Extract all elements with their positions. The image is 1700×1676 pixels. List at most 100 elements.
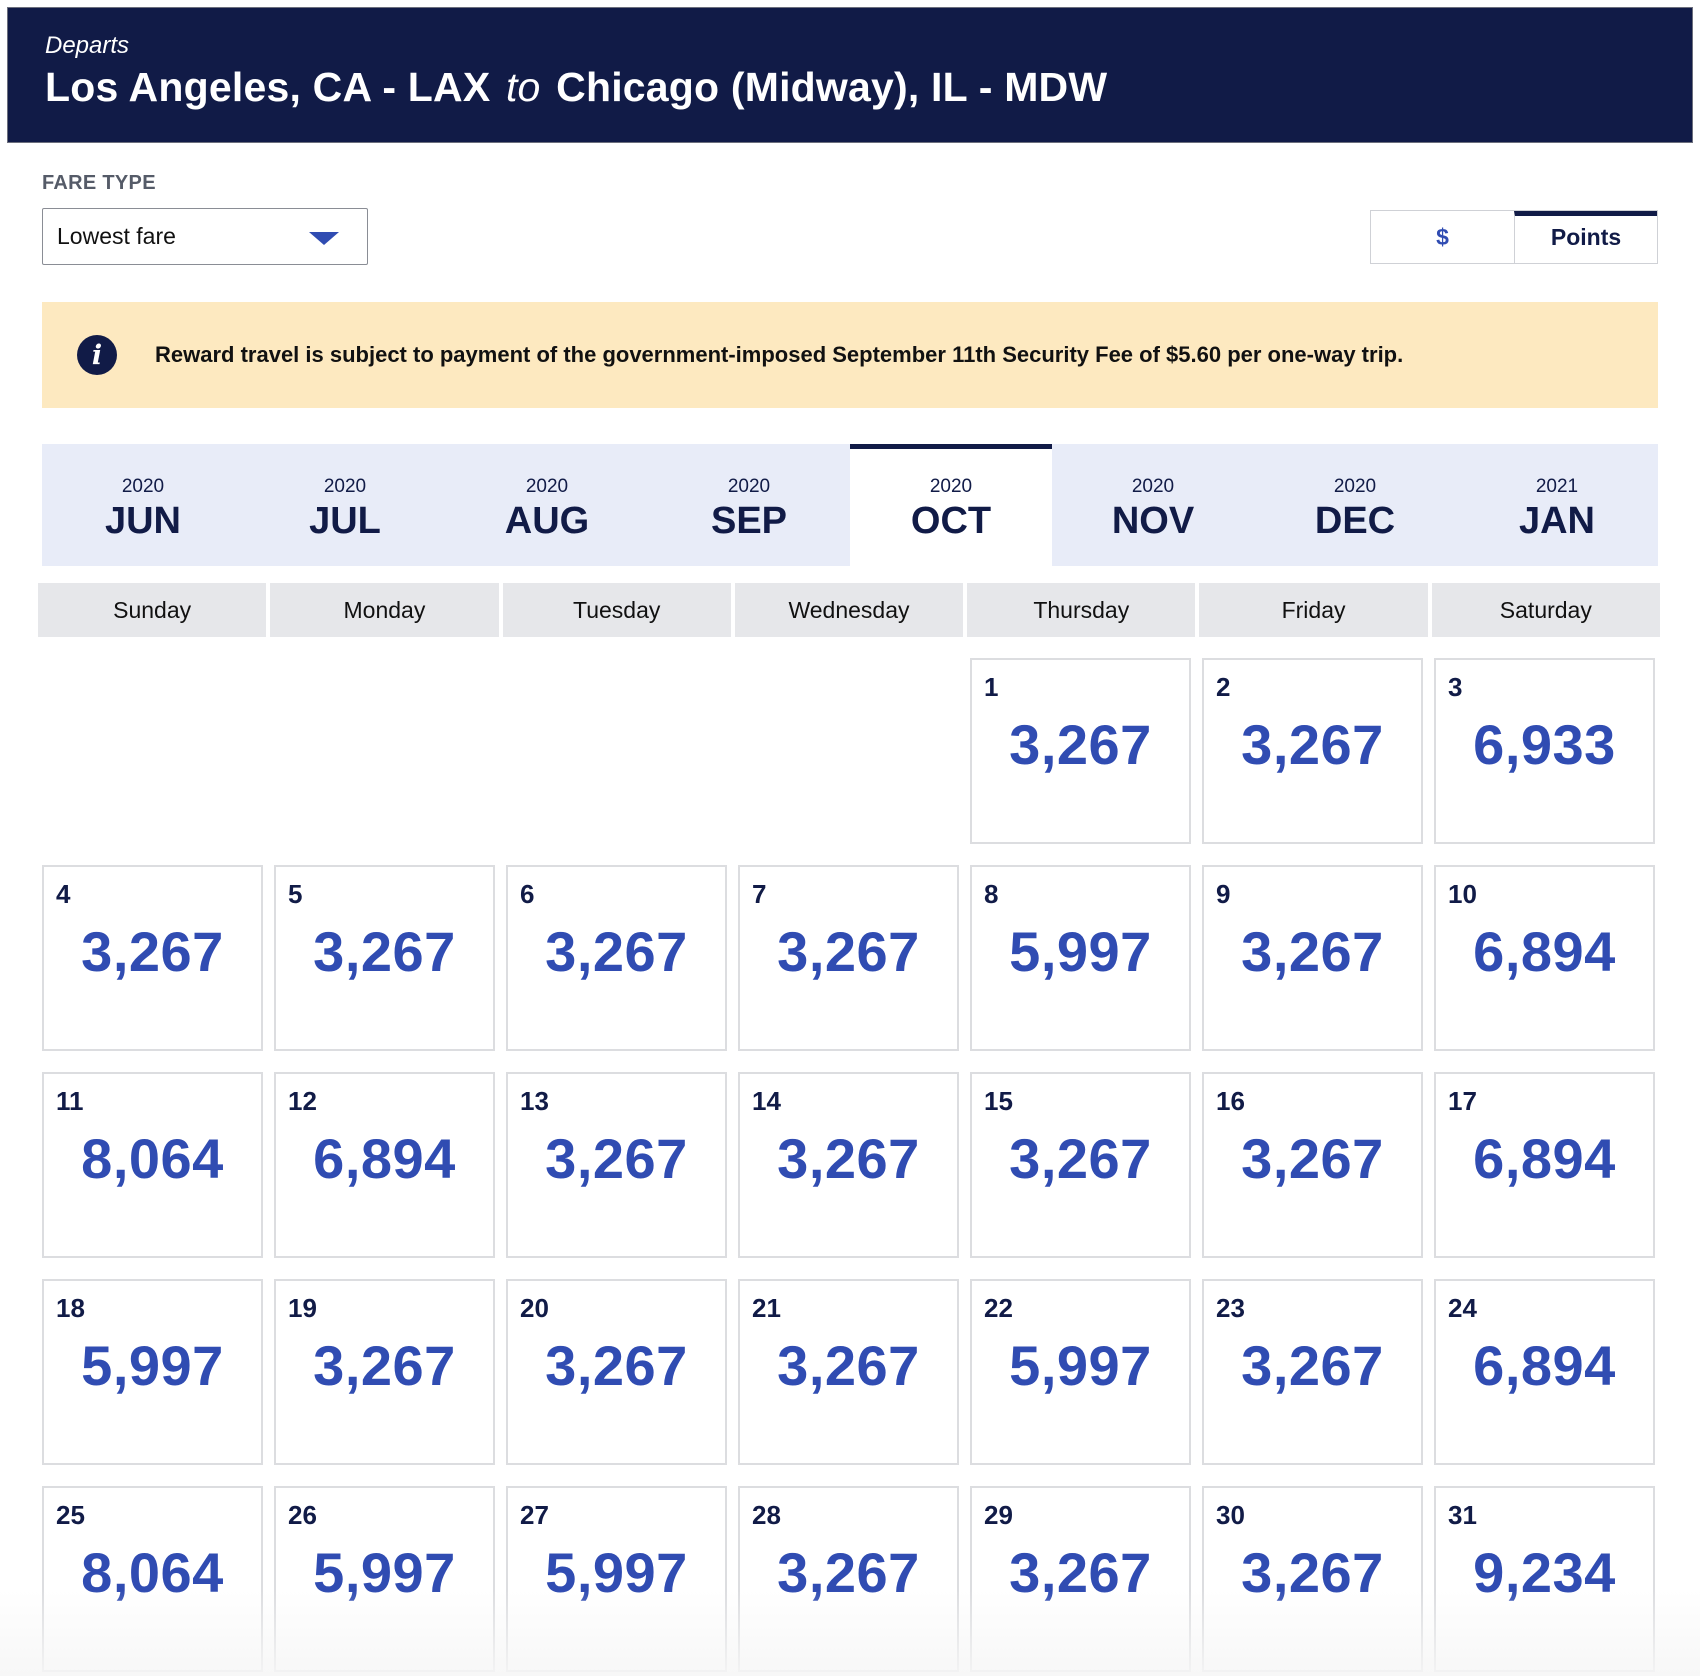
day-number: 28 — [752, 1500, 781, 1530]
month-tab-label: OCT — [910, 500, 992, 542]
day-number: 1 — [984, 672, 999, 702]
fare-type-label: FARE TYPE — [42, 172, 156, 194]
calendar-day-24[interactable]: 24 6,894 — [1434, 1279, 1655, 1465]
points-price: 9,234 — [1473, 1541, 1616, 1604]
month-tab-year: 2020 — [323, 476, 367, 497]
day-number: 29 — [984, 1500, 1013, 1530]
calendar-day-7[interactable]: 7 3,267 — [738, 865, 959, 1051]
points-price: 5,997 — [1009, 920, 1152, 983]
points-price: 3,267 — [81, 920, 224, 983]
calendar-day-14[interactable]: 14 3,267 — [738, 1072, 959, 1258]
month-tab-label: NOV — [1111, 500, 1195, 542]
tab-sep-2020[interactable]: 2020 SEP — [648, 444, 850, 566]
points-price: 6,894 — [1473, 920, 1616, 983]
tab-jul-2020[interactable]: 2020 JUL — [244, 444, 446, 566]
calendar-day-17[interactable]: 17 6,894 — [1434, 1072, 1655, 1258]
day-number: 11 — [56, 1086, 84, 1116]
points-price: 3,267 — [545, 1334, 688, 1397]
points-price: 3,267 — [777, 1334, 920, 1397]
weekday-tuesday: Tuesday — [502, 583, 731, 637]
points-price: 5,997 — [545, 1541, 688, 1604]
notice-text: Reward travel is subject to payment of t… — [155, 342, 1404, 367]
month-tab-year: 2020 — [1333, 476, 1377, 497]
calendar-blank — [506, 658, 727, 844]
calendar-day-27[interactable]: 27 5,997 — [506, 1486, 727, 1672]
month-tab-label: JUL — [309, 500, 381, 542]
day-number: 20 — [520, 1293, 549, 1323]
calendar-day-26[interactable]: 26 5,997 — [274, 1486, 495, 1672]
tab-jun-2020[interactable]: 2020 JUN — [42, 444, 244, 566]
points-price: 6,933 — [1473, 713, 1616, 776]
points-price: 3,267 — [777, 1541, 920, 1604]
calendar-day-20[interactable]: 20 3,267 — [506, 1279, 727, 1465]
calendar-day-5[interactable]: 5 3,267 — [274, 865, 495, 1051]
weekday-thursday: Thursday — [967, 583, 1196, 637]
points-price: 5,997 — [1009, 1334, 1152, 1397]
calendar-day-29[interactable]: 29 3,267 — [970, 1486, 1191, 1672]
day-number: 21 — [752, 1293, 781, 1323]
security-fee-notice: i Reward travel is subject to payment of… — [42, 302, 1658, 408]
destination-label: Chicago (Midway), IL - MDW — [556, 64, 1108, 110]
currency-toggle: $ Points — [1370, 210, 1658, 264]
day-number: 18 — [56, 1293, 85, 1323]
weekday-friday: Friday — [1199, 583, 1428, 637]
points-price: 3,267 — [313, 920, 456, 983]
points-price: 3,267 — [1241, 920, 1384, 983]
calendar-day-31[interactable]: 31 9,234 — [1434, 1486, 1655, 1672]
tab-oct-2020[interactable]: 2020 OCT — [850, 444, 1052, 566]
calendar-day-6[interactable]: 6 3,267 — [506, 865, 727, 1051]
calendar-day-13[interactable]: 13 3,267 — [506, 1072, 727, 1258]
fare-type-selected: Lowest fare — [57, 223, 176, 249]
tab-nov-2020[interactable]: 2020 NOV — [1052, 444, 1254, 566]
calendar-day-1[interactable]: 1 3,267 — [970, 658, 1191, 844]
calendar-day-10[interactable]: 10 6,894 — [1434, 865, 1655, 1051]
day-number: 19 — [288, 1293, 317, 1323]
points-price: 3,267 — [545, 920, 688, 983]
points-toggle-button[interactable]: Points — [1514, 211, 1657, 263]
calendar-day-22[interactable]: 22 5,997 — [970, 1279, 1191, 1465]
day-number: 4 — [56, 879, 71, 909]
weekday-monday: Monday — [270, 583, 499, 637]
dollars-toggle-button[interactable]: $ — [1436, 223, 1449, 250]
points-price: 3,267 — [1241, 1127, 1384, 1190]
calendar-day-21[interactable]: 21 3,267 — [738, 1279, 959, 1465]
calendar-day-23[interactable]: 23 3,267 — [1202, 1279, 1423, 1465]
points-price: 5,997 — [81, 1334, 224, 1397]
tab-jan-2021[interactable]: 2021 JAN — [1456, 444, 1658, 566]
month-tab-label: DEC — [1314, 500, 1396, 542]
calendar-day-4[interactable]: 4 3,267 — [42, 865, 263, 1051]
calendar-day-9[interactable]: 9 3,267 — [1202, 865, 1423, 1051]
calendar-day-16[interactable]: 16 3,267 — [1202, 1072, 1423, 1258]
day-number: 25 — [56, 1500, 85, 1530]
calendar-day-30[interactable]: 30 3,267 — [1202, 1486, 1423, 1672]
calendar-day-2[interactable]: 2 3,267 — [1202, 658, 1423, 844]
weekday-wednesday: Wednesday — [734, 583, 964, 637]
tab-dec-2020[interactable]: 2020 DEC — [1254, 444, 1456, 566]
day-number: 12 — [288, 1086, 317, 1116]
info-icon: i — [77, 335, 117, 375]
calendar-day-19[interactable]: 19 3,267 — [274, 1279, 495, 1465]
route-title: Los Angeles, CA - LAX to Chicago (Midway… — [45, 62, 1692, 112]
calendar-day-3[interactable]: 3 6,933 — [1434, 658, 1655, 844]
calendar-day-12[interactable]: 12 6,894 — [274, 1072, 495, 1258]
points-price: 3,267 — [1009, 1127, 1152, 1190]
tab-aug-2020[interactable]: 2020 AUG — [446, 444, 648, 566]
month-tab-year: 2020 — [1131, 476, 1175, 497]
calendar-day-25[interactable]: 25 8,064 — [42, 1486, 263, 1672]
calendar-blank — [42, 658, 263, 844]
calendar-day-8[interactable]: 8 5,997 — [970, 865, 1191, 1051]
day-number: 30 — [1216, 1500, 1245, 1530]
day-number: 24 — [1448, 1293, 1477, 1323]
calendar-day-18[interactable]: 18 5,997 — [42, 1279, 263, 1465]
month-tab-label: AUG — [504, 500, 590, 542]
weekday-sunday: Sunday — [38, 583, 267, 637]
fare-type-dropdown[interactable]: Lowest fare — [42, 208, 368, 265]
weekday-header: Sunday Monday Tuesday Wednesday Thursday Frid… — [38, 583, 1660, 637]
points-price: 3,267 — [1009, 713, 1152, 776]
points-price: 3,267 — [313, 1334, 456, 1397]
origin-label: Los Angeles, CA - LAX — [45, 64, 491, 110]
calendar-day-28[interactable]: 28 3,267 — [738, 1486, 959, 1672]
month-tabs: 2020 JUN 2020 JUL 2020 AUG 2020 SEP 2020 OCT 2020 N… — [42, 444, 1658, 566]
calendar-day-15[interactable]: 15 3,267 — [970, 1072, 1191, 1258]
calendar-day-11[interactable]: 11 8,064 — [42, 1072, 263, 1258]
